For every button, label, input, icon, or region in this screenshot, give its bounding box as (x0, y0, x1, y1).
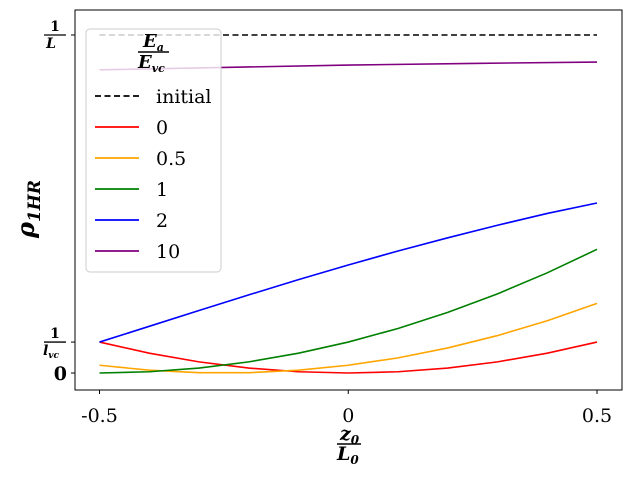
y-tick-fraction-den: L (45, 36, 56, 52)
legend-entries: initial 0 0.5 1 2 10 (95, 86, 212, 263)
legend-label: 2 (156, 210, 168, 232)
x-axis-label-den: L0 (336, 443, 359, 467)
y-axis-label: ρ1HR (11, 180, 45, 239)
legend-entry: 0 (95, 117, 168, 139)
legend-entry: 0.5 (95, 148, 186, 170)
x-tick-label: 0.5 (582, 405, 612, 427)
y-tick-fraction-den: lvc (43, 343, 60, 361)
legend-entry: 10 (95, 241, 180, 263)
legend-title-num: Ea (142, 31, 164, 54)
legend-label: 10 (156, 241, 180, 263)
legend: Ea Evc initial 0 0.5 1 2 10 (85, 28, 222, 273)
series-line-1 (99, 248, 598, 374)
x-tick-label: 0 (342, 405, 354, 427)
y-tick-fraction-num: 1 (50, 326, 60, 342)
series-line-2 (99, 202, 598, 343)
legend-title: Ea Evc (137, 31, 169, 75)
x-axis-label-num: z0 (339, 423, 360, 447)
series-line-0 (99, 341, 598, 374)
legend-label: 0 (156, 117, 168, 139)
series-line-0-5 (99, 302, 598, 374)
y-tick-fraction: 1L (44, 19, 66, 52)
legend-label: 0.5 (156, 148, 186, 170)
y-tick-label: 0 (54, 363, 67, 385)
legend-title-den: Evc (137, 52, 165, 75)
x-tick-label: -0.5 (81, 405, 118, 427)
legend-label: initial (156, 86, 212, 108)
legend-entry: initial (95, 86, 212, 108)
x-axis-label: z0 L0 (336, 423, 361, 467)
y-tick-fraction-num: 1 (50, 19, 60, 35)
legend-entry: 1 (95, 179, 168, 201)
legend-box (85, 28, 222, 273)
legend-entry: 2 (95, 210, 168, 232)
x-tick-layer: -0.5 0 0.5 (81, 390, 612, 427)
series-layer (99, 34, 598, 374)
legend-label: 1 (156, 179, 168, 201)
